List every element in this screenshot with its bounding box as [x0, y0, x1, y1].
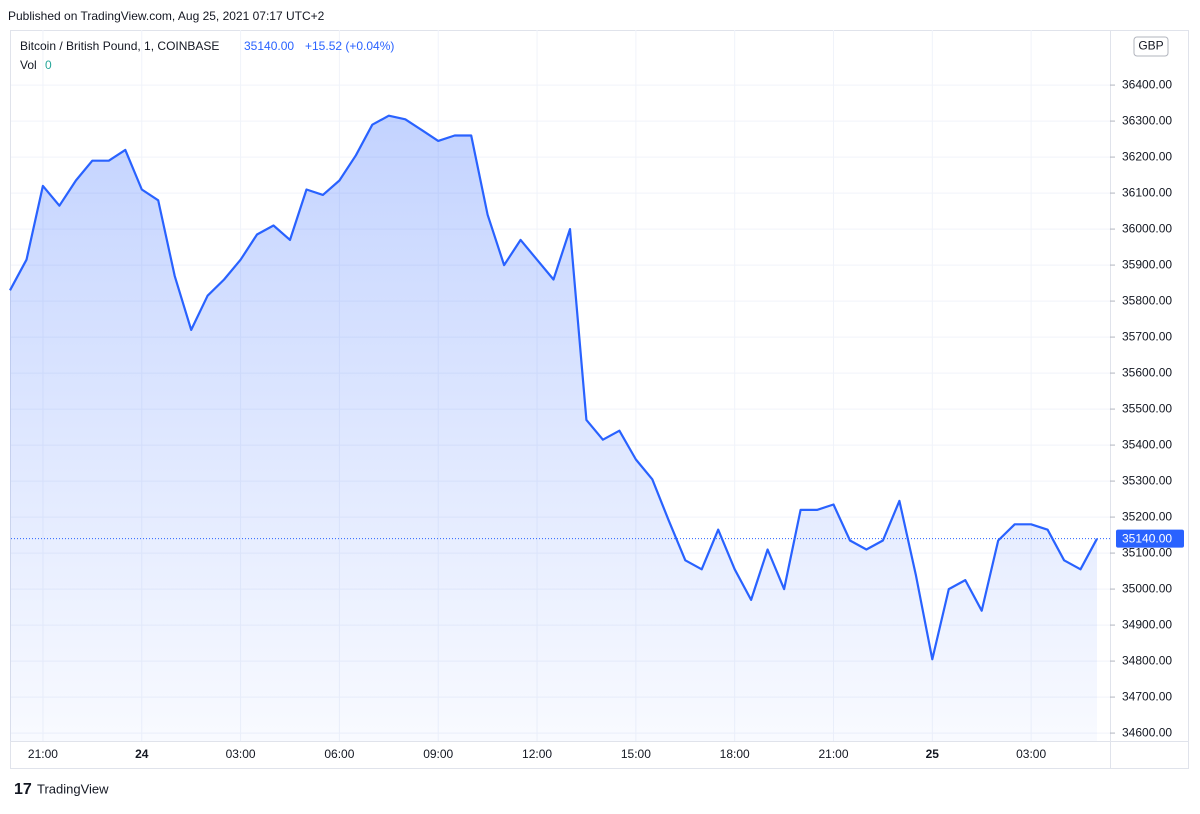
y-tick-label: 35800.00 — [1122, 293, 1172, 307]
last-price-label: 35140.00 — [1122, 531, 1172, 545]
x-tick-label: 21:00 — [28, 747, 58, 761]
y-tick-label: 34900.00 — [1122, 617, 1172, 631]
brand[interactable]: TradingView — [37, 781, 109, 796]
currency[interactable]: GBP — [1138, 39, 1163, 53]
plot-area: 34600.00 34700.00 34800.00 34900.00 35000.00… — [9, 30, 1172, 761]
x-tick-label: 03:00 — [1016, 747, 1046, 761]
y-tick-label: 35400.00 — [1122, 437, 1172, 451]
area-fill — [10, 115, 1098, 741]
y-tick-label: 36000.00 — [1122, 221, 1172, 235]
x-tick-label: 15:00 — [621, 747, 651, 761]
chart-title: Bitcoin / British Pound, 1, COINBASE — [20, 39, 219, 53]
y-tick-label: 36200.00 — [1122, 149, 1172, 163]
currency-badge[interactable] — [1133, 36, 1169, 57]
y-tick-label: 35000.00 — [1122, 581, 1172, 595]
y-tick-label: 35700.00 — [1122, 329, 1172, 343]
volume-label: Vol — [20, 58, 37, 72]
y-tick-label: 35200.00 — [1122, 509, 1172, 523]
x-tick-label: 21:00 — [818, 747, 848, 761]
price-line — [9, 114, 1098, 661]
published-note: Published on TradingView.com, Aug 25, 20… — [8, 9, 325, 23]
y-tick-label: 36300.00 — [1122, 113, 1172, 127]
header-price: 35140.00 — [244, 39, 294, 53]
y-tick-label: 35900.00 — [1122, 257, 1172, 271]
y-tick-label: 34800.00 — [1122, 653, 1172, 667]
y-tick-label: 36100.00 — [1122, 185, 1172, 199]
volume-value: 0 — [45, 58, 52, 72]
y-tick-label: 35600.00 — [1122, 365, 1172, 379]
x-tick-label: 03:00 — [226, 747, 256, 761]
x-tick-label: 06:00 — [324, 747, 354, 761]
x-tick-label: 18:00 — [720, 747, 750, 761]
x-tick-label: 12:00 — [522, 747, 552, 761]
y-tick-label: 35500.00 — [1122, 401, 1172, 415]
brand-logo[interactable]: 17 — [14, 781, 32, 798]
x-tick-label: 24 — [135, 747, 149, 761]
y-tick-label: 35300.00 — [1122, 473, 1172, 487]
header-change: +15.52 (+0.04%) — [305, 39, 394, 53]
y-tick-label: 34600.00 — [1122, 725, 1172, 739]
y-tick-label: 35100.00 — [1122, 545, 1172, 559]
x-tick-label: 09:00 — [423, 747, 453, 761]
y-tick-label: 36400.00 — [1122, 77, 1172, 91]
x-tick-label: 25 — [926, 747, 940, 761]
y-tick-label: 34700.00 — [1122, 689, 1172, 703]
last-price-badge — [1116, 529, 1184, 548]
